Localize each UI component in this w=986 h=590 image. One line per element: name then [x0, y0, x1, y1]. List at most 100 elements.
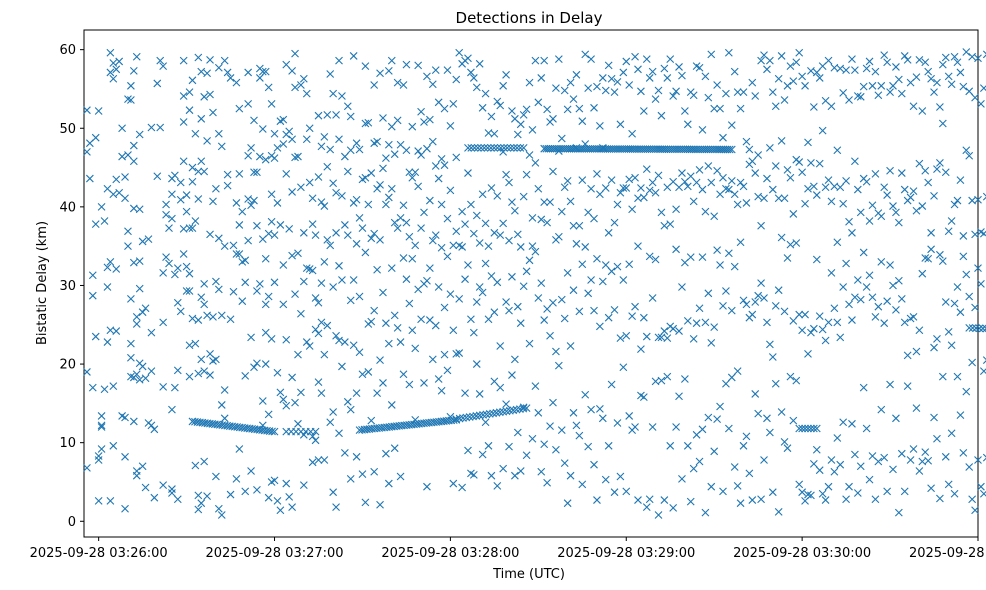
data-point: [502, 170, 510, 179]
data-point: [839, 88, 848, 97]
data-point: [185, 287, 194, 295]
data-point: [173, 264, 182, 273]
x-tick-label: 2025-09-28 03:29:00: [557, 546, 695, 561]
data-point: [965, 324, 974, 332]
data-point: [499, 219, 508, 228]
data-point: [305, 178, 314, 187]
data-point: [833, 318, 842, 327]
data-point: [610, 488, 619, 497]
data-point: [889, 465, 897, 474]
data-point: [235, 445, 244, 453]
data-point: [540, 440, 549, 449]
data-point: [634, 496, 642, 504]
data-point: [458, 207, 467, 216]
data-point: [399, 254, 408, 262]
data-point: [877, 81, 886, 90]
data-point: [147, 123, 156, 132]
data-point: [540, 316, 549, 324]
data-point: [255, 74, 264, 82]
data-point: [522, 404, 531, 412]
data-point: [449, 99, 458, 108]
data-point: [282, 169, 291, 178]
data-point: [516, 405, 524, 414]
data-point: [332, 111, 340, 119]
data-point: [505, 306, 513, 315]
data-point: [554, 232, 563, 241]
data-point: [525, 78, 534, 87]
data-point: [197, 157, 206, 166]
data-point: [393, 224, 402, 232]
data-point: [950, 52, 959, 61]
data-point: [355, 292, 364, 301]
data-point: [258, 125, 267, 133]
data-point: [109, 59, 118, 67]
data-point: [314, 173, 323, 181]
data-point: [956, 68, 965, 77]
data-point: [892, 63, 900, 71]
data-point: [824, 56, 833, 65]
data-point: [355, 145, 364, 154]
data-point: [516, 467, 525, 475]
data-point: [335, 336, 343, 345]
data-point: [581, 50, 590, 59]
data-point: [921, 58, 930, 67]
x-tick-label: 2025-09-28 03:31:00: [909, 546, 986, 561]
data-point: [525, 151, 534, 159]
data-point: [472, 360, 481, 368]
data-point: [373, 184, 382, 193]
data-point: [88, 271, 97, 280]
data-point: [774, 507, 783, 516]
data-point: [768, 353, 777, 361]
data-point: [91, 220, 100, 229]
data-point: [789, 210, 798, 218]
data-points-group: [83, 48, 986, 519]
data-point: [267, 335, 276, 343]
data-point: [376, 500, 384, 509]
data-point: [909, 187, 918, 196]
data-point: [182, 207, 191, 216]
data-point: [982, 324, 986, 333]
data-point: [938, 60, 947, 69]
data-point: [179, 250, 188, 258]
data-point: [777, 408, 786, 416]
data-point: [534, 294, 543, 302]
data-point: [683, 316, 692, 325]
data-point: [338, 92, 346, 100]
data-point: [402, 146, 411, 155]
data-point: [382, 449, 390, 458]
data-point: [836, 183, 845, 192]
data-point: [159, 382, 168, 391]
data-point: [464, 446, 472, 455]
data-point: [789, 316, 798, 325]
data-point: [616, 472, 625, 481]
data-point: [959, 82, 968, 91]
data-point: [613, 419, 622, 427]
data-point: [94, 107, 103, 115]
data-point: [563, 177, 572, 185]
data-point: [408, 326, 417, 335]
data-point: [924, 456, 933, 465]
data-point: [170, 270, 179, 279]
data-point: [516, 319, 525, 328]
data-point: [525, 256, 534, 265]
data-point: [185, 88, 194, 96]
data-point: [683, 441, 692, 450]
data-point: [214, 63, 223, 72]
y-tick-label: 60: [59, 43, 76, 58]
data-point: [173, 495, 182, 504]
data-point: [522, 105, 531, 114]
data-point: [458, 483, 467, 492]
data-point: [335, 135, 343, 144]
data-point: [311, 231, 320, 240]
data-point: [889, 81, 897, 90]
data-point: [214, 234, 223, 243]
x-tick-label: 2025-09-28 03:26:00: [30, 546, 168, 561]
data-point: [815, 74, 824, 82]
data-point: [549, 114, 557, 123]
data-point: [176, 178, 185, 187]
data-point: [323, 235, 332, 244]
data-point: [496, 144, 505, 152]
data-point: [209, 108, 217, 117]
data-point: [285, 127, 294, 136]
data-point: [297, 388, 305, 397]
